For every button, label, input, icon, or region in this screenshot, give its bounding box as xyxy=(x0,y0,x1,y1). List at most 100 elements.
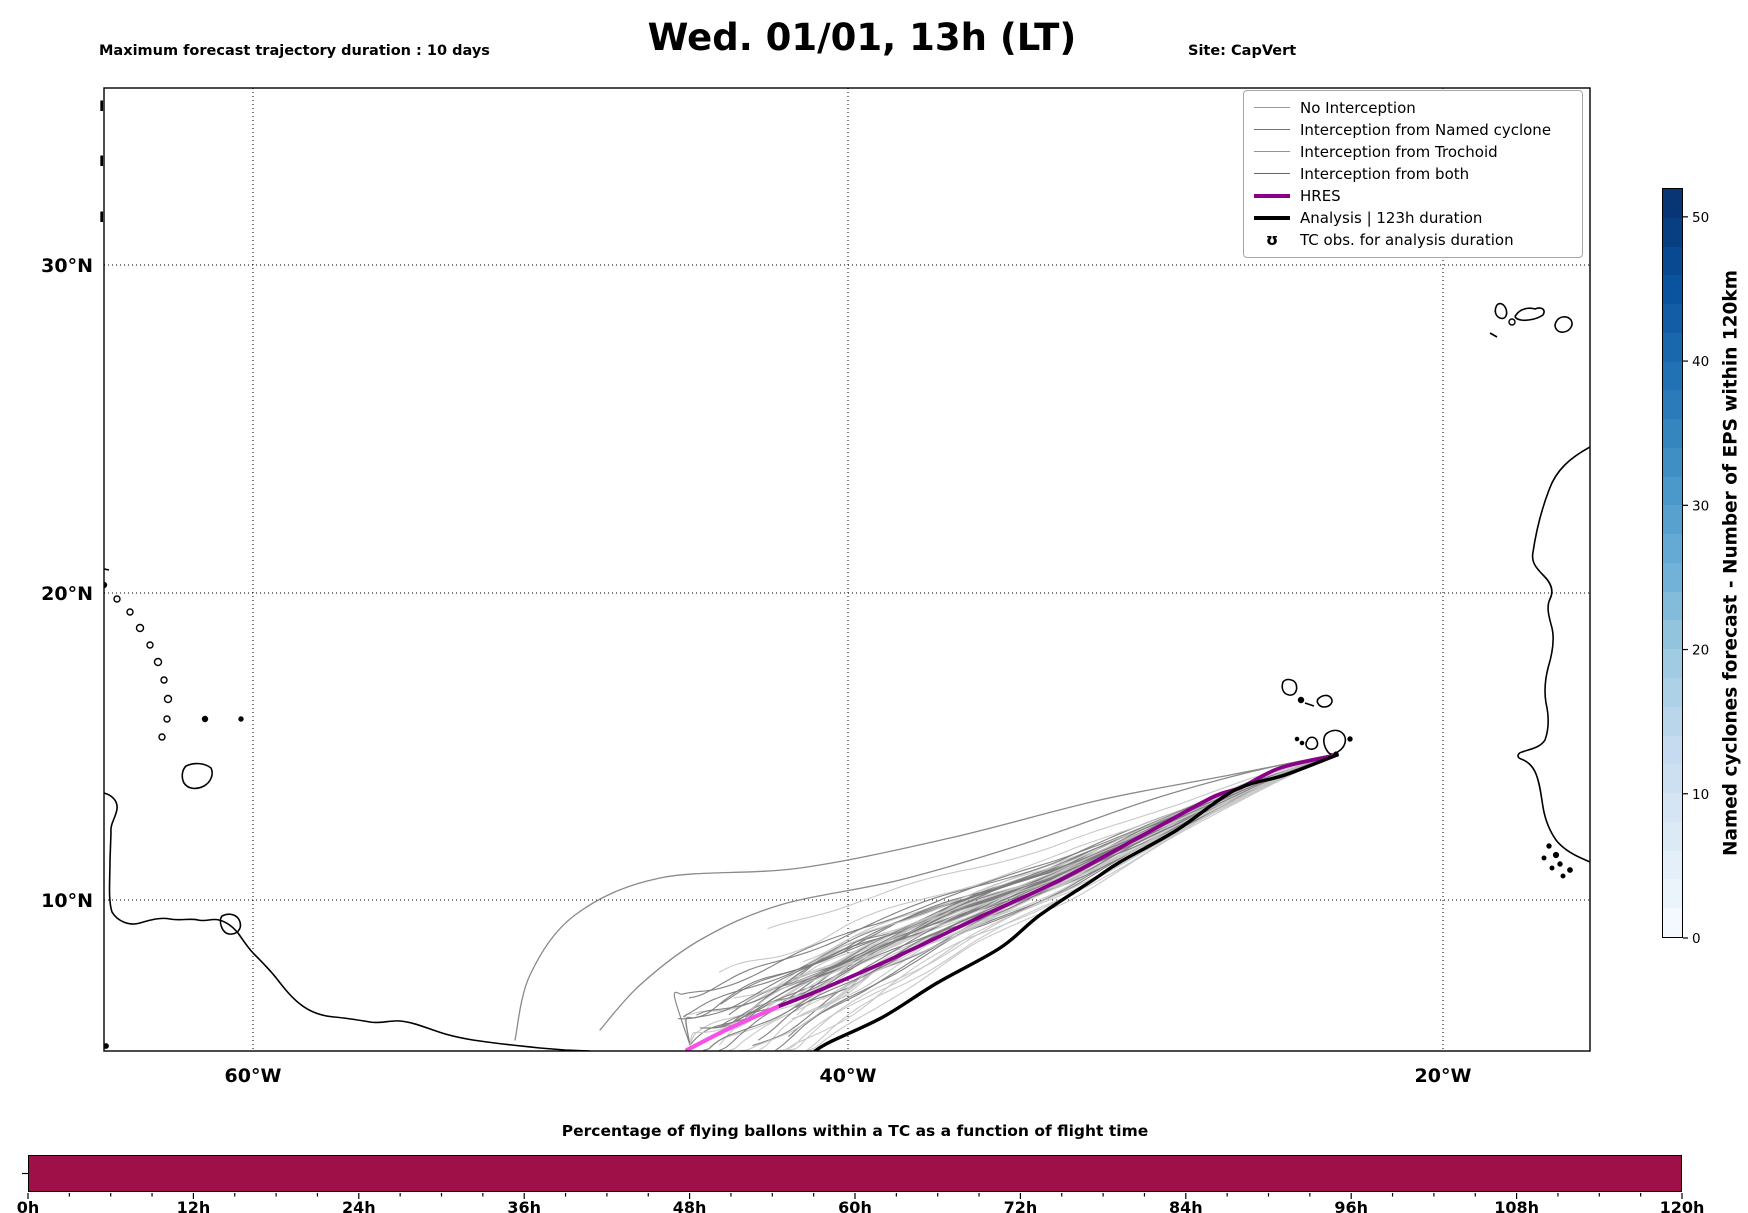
legend-item: ʊ TC obs. for analysis duration xyxy=(1254,229,1572,251)
coastline-path xyxy=(1304,702,1315,707)
lat-tick-label: 30°N xyxy=(41,255,93,277)
colorbar-segment xyxy=(1663,419,1682,448)
coastline-path xyxy=(104,568,110,571)
flight-time-tick-label: 72h xyxy=(1004,1198,1038,1213)
coastline-path xyxy=(1517,446,1590,863)
legend-item: No Interception xyxy=(1254,97,1572,119)
colorbar-tick-label: 20 xyxy=(1692,643,1709,659)
trajectory-line xyxy=(713,753,1337,1029)
colorbar-segment xyxy=(1663,217,1682,247)
coastline-path xyxy=(1554,316,1573,333)
legend-item: Interception from Trochoid xyxy=(1254,141,1572,163)
island xyxy=(1297,696,1305,704)
coastline-path xyxy=(1489,332,1498,338)
colorbar-segment xyxy=(1663,332,1682,362)
island xyxy=(160,676,168,684)
island xyxy=(1546,843,1552,849)
island xyxy=(113,595,121,603)
island xyxy=(1299,740,1305,746)
island xyxy=(1347,736,1353,742)
meta-line: Site: CapVert xyxy=(1188,43,1297,59)
legend-item-label: Analysis | 123h duration xyxy=(1300,208,1483,227)
colorbar-segment xyxy=(1663,476,1682,506)
colorbar-segment xyxy=(1663,850,1682,880)
legend-line-swatch xyxy=(1254,215,1290,220)
island xyxy=(1541,855,1547,861)
legend-item-label: No Interception xyxy=(1300,98,1416,117)
lon-tick-label: 60°W xyxy=(225,1065,282,1087)
island xyxy=(1567,867,1573,873)
colorbar-segment xyxy=(1663,620,1682,650)
trajectory-outlier-line xyxy=(599,753,1337,1031)
colorbar-segment xyxy=(1663,591,1682,621)
colorbar-segment xyxy=(1663,505,1682,535)
colorbar-segment xyxy=(1663,706,1682,736)
coastline-path xyxy=(1514,307,1545,322)
trajectory-line xyxy=(739,753,1337,1051)
colorbar-segment xyxy=(1663,562,1682,592)
legend-line-swatch xyxy=(1254,173,1290,175)
colorbar-tick-label: 0 xyxy=(1692,931,1701,947)
colorbar-segment xyxy=(1663,821,1682,851)
colorbar-tick-label: 30 xyxy=(1692,498,1709,514)
island xyxy=(126,608,134,616)
legend-item-label: Interception from Named cyclone xyxy=(1300,120,1552,139)
lon-tick-label: 40°W xyxy=(820,1065,877,1087)
colorbar-segment xyxy=(1663,735,1682,765)
deployment-site-marker xyxy=(1333,751,1339,757)
island xyxy=(1294,736,1300,742)
island xyxy=(1552,851,1560,859)
legend-item: Interception from Named cyclone xyxy=(1254,119,1572,141)
colorbar-segment xyxy=(1663,361,1682,391)
island xyxy=(1560,873,1566,879)
legend-line-swatch xyxy=(1254,193,1290,198)
lat-tick-label: 20°N xyxy=(41,583,93,605)
legend-line-swatch xyxy=(1254,129,1290,131)
island xyxy=(238,716,244,722)
colorbar-segment xyxy=(1663,447,1682,477)
island xyxy=(1557,861,1563,867)
coastline-path xyxy=(1281,678,1298,696)
colorbar-tick-label: 50 xyxy=(1692,210,1709,226)
flight-time-tick-label: 48h xyxy=(673,1198,707,1213)
eps-trajectories xyxy=(514,751,1339,1051)
flight-time-tick-label: 0h xyxy=(17,1198,40,1213)
legend-item-label: HRES xyxy=(1300,186,1341,205)
colorbar-segment xyxy=(1663,678,1682,707)
island xyxy=(201,715,209,723)
meta-line: Maximum forecast trajectory duration : 1… xyxy=(99,43,490,59)
trajectory-line xyxy=(807,753,1337,1051)
coastline-path xyxy=(1305,736,1319,750)
colorbar-segment xyxy=(1663,649,1682,679)
flight-time-tick-label: 96h xyxy=(1334,1198,1368,1213)
lon-tick-label: 20°W xyxy=(1415,1065,1472,1087)
trajectory-line xyxy=(718,753,1337,973)
eps-count-colorbar xyxy=(1662,188,1683,938)
trajectory-line xyxy=(795,753,1337,1008)
legend-item: Interception from both xyxy=(1254,163,1572,185)
tc-observation-icon: ʊ xyxy=(1265,229,1279,249)
legend-line-swatch xyxy=(1254,107,1290,109)
island xyxy=(163,694,173,704)
coastline-path xyxy=(181,762,213,790)
coastline-path xyxy=(104,792,591,1051)
island xyxy=(104,1043,109,1049)
flight-time-tick-label: 24h xyxy=(342,1198,376,1213)
island xyxy=(158,733,166,741)
legend-line-swatch xyxy=(1254,151,1290,153)
flight-time-tick-label: 60h xyxy=(838,1198,872,1213)
axis-tick-labels: 60°W 40°W 20°W 30°N 20°N 10°N xyxy=(41,255,1471,1087)
map-legend: No Interception Interception from Named c… xyxy=(1243,90,1583,258)
coastline-path xyxy=(1323,729,1347,756)
flight-time-chart-title: Percentage of flying ballons within a TC… xyxy=(561,1122,1149,1140)
legend-item-label: Interception from both xyxy=(1300,164,1470,183)
flight-time-percentage-bar xyxy=(28,1155,1682,1192)
island xyxy=(1508,318,1516,326)
coastline-path xyxy=(1494,302,1508,320)
analysis-trajectory xyxy=(813,753,1339,1051)
colorbar-ticks: 0 10 20 30 40 50 xyxy=(1683,210,1709,947)
colorbar-segment xyxy=(1663,908,1682,937)
colorbar-segment xyxy=(1663,390,1682,420)
legend-item-label: Interception from Trochoid xyxy=(1300,142,1498,161)
